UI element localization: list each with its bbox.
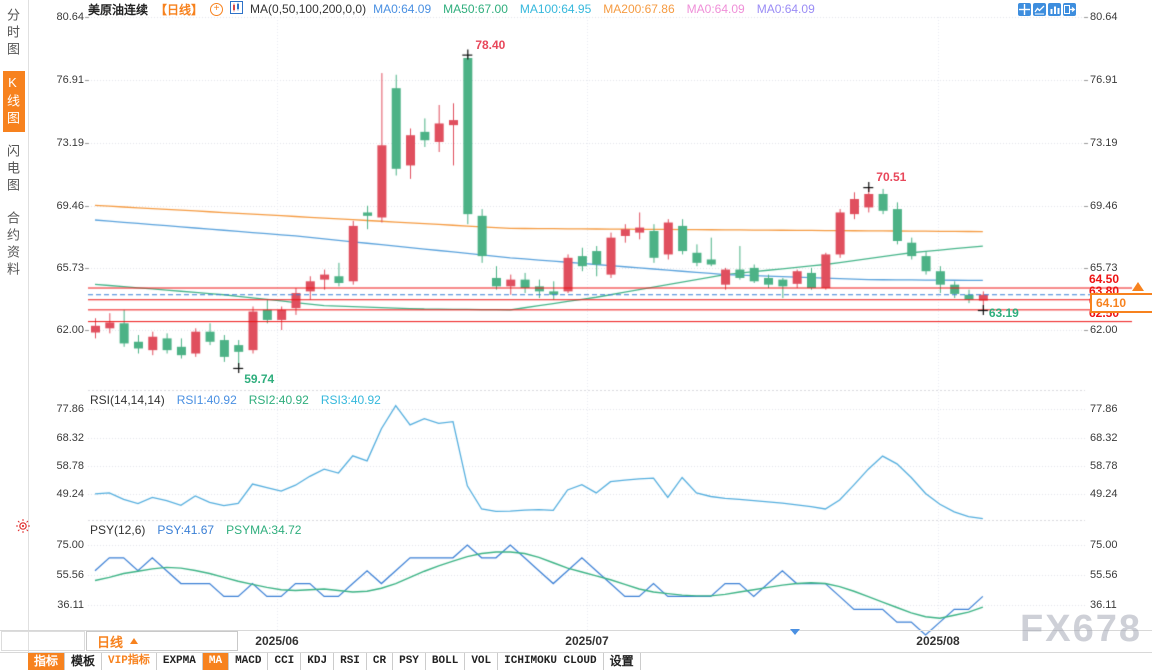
tab-BOLL[interactable]: BOLL [425,653,466,670]
divider [0,652,1152,653]
overlay-chart-icon[interactable] [1033,3,1046,16]
ma-legend-item: MA100:64.95 [519,2,592,16]
rsi-tick: 58.78 [56,460,84,472]
tab-模板[interactable]: 模板 [65,653,103,670]
sidebar-item-2[interactable]: K线图 [3,71,25,132]
rsi-header: RSI(14,14,14) RSI1:40.92 RSI2:40.92 RSI3:4… [90,393,381,407]
sidebar-item-1[interactable]: 分时图 [5,8,20,59]
psy-tick: 36.11 [1090,599,1117,611]
price-tick: 73.19 [1090,137,1118,149]
tab-MACD[interactable]: MACD [229,653,269,670]
rsi-tick: 68.32 [56,432,84,444]
price-tick: 76.91 [56,74,84,86]
rsi-title: RSI(14,14,14) [90,393,165,407]
rsi-tick: 77.86 [56,403,84,415]
chart-toolbar [1018,3,1076,16]
month-label: 2025/06 [255,634,299,648]
tab-EXPMA[interactable]: EXPMA [156,653,203,670]
psy-value: PSYMA:34.72 [226,523,302,537]
add-indicator-icon[interactable]: + [210,2,224,16]
ma-formula: MA(0,50,100,200,0,0) [250,2,367,16]
price-tick: 65.73 [56,262,84,274]
tab-PSY[interactable]: PSY [393,653,426,670]
psy-tick: 55.56 [1090,569,1118,581]
chart-header: 美原油连续 【日线】 + MA(0,50,100,200,0,0) MA0:64… [88,1,815,17]
rsi-tick: 58.78 [1090,460,1118,472]
tab-RSI[interactable]: RSI [334,653,367,670]
tab-MA[interactable]: MA [202,653,230,670]
tab-ICHIMOKU CLOUD[interactable]: ICHIMOKU CLOUD [498,653,604,670]
indicator-tabbar: 指标 模板 VIP指标 EXPMA MA MACD CCI KDJ RSI CR PSY BOLL VO… [28,653,641,670]
rsi-tick: 49.24 [56,488,84,500]
sidebar: 分时图 K线图闪电图合约资料 [0,0,29,670]
price-annotation: 78.40 [475,37,506,52]
price-tick: 80.64 [1090,11,1118,23]
ma-legend-item: MA50:67.00 [443,2,508,16]
timeframe-label: 【日线】 [155,2,204,17]
sun-icon[interactable] [15,518,31,534]
tab-VIP指标[interactable]: VIP指标 [102,653,157,670]
price-tick: 80.64 [56,11,84,23]
crosshair-icon[interactable] [1018,3,1031,16]
price-tick: 62.00 [56,324,84,336]
month-label: 2025/07 [565,634,609,648]
watermark: FX678 [1020,608,1142,650]
psy-tick: 75.00 [1090,539,1118,551]
price-tick: 73.19 [56,137,84,149]
tab-KDJ[interactable]: KDJ [301,653,335,670]
rsi-tick: 77.86 [1090,403,1118,415]
ma-legend-item: MA0:64.09 [756,2,815,16]
timeframe-selector[interactable]: 日线 [86,631,238,651]
price-tick: 69.46 [1090,200,1118,212]
rsi-value: RSI1:40.92 [176,393,237,407]
month-label: 2025/08 [916,634,960,648]
popout-icon[interactable] [1063,3,1076,16]
price-tick: 62.00 [1090,324,1118,336]
psy-tick: 75.00 [56,539,84,551]
rsi-value: RSI2:40.92 [248,393,309,407]
symbol-title: 美原油连续 [88,2,149,17]
psy-tick: 55.56 [56,569,84,581]
psy-tick: 36.11 [57,599,84,611]
divider [0,630,1152,631]
collapse-panel-icon[interactable] [790,629,800,635]
tab-VOL[interactable]: VOL [465,653,499,670]
psy-title: PSY(12,6) [90,523,146,537]
price-tick: 65.73 [1090,262,1118,274]
corner-box [1,631,85,651]
psy-value: PSY:41.67 [157,523,215,537]
ma-legend-item: MA0:64.09 [373,2,432,16]
price-tick: 69.46 [56,200,84,212]
ma-legend: MA0:64.09 MA50:67.00 MA100:64.95 MA200:67.8… [373,2,815,16]
price-annotation: 63.19 [988,306,1019,321]
tab-CCI[interactable]: CCI [268,653,302,670]
price-annotation: 59.74 [244,371,275,386]
rsi-tick: 49.24 [1090,488,1118,500]
psy-header: PSY(12,6) PSY:41.67 PSYMA:34.72 [90,523,301,537]
timeframe-value: 日线 [97,634,124,650]
price-level-label: 64.50 [1089,272,1120,287]
current-price-label: 64.10 [1090,293,1152,313]
sidebar-item-3[interactable]: 闪电图 [5,144,20,195]
rsi-value: RSI3:40.92 [320,393,381,407]
tab-设置[interactable]: 设置 [603,653,641,670]
compare-chart-icon[interactable] [1048,3,1061,16]
rsi-tick: 68.32 [1090,432,1118,444]
triangle-up-icon [130,638,139,644]
sidebar-item-4[interactable]: 合约资料 [5,211,20,279]
tab-指标[interactable]: 指标 [28,653,66,670]
ma-legend-item: MA0:64.09 [686,2,745,16]
price-annotation: 70.51 [876,170,907,185]
ma-legend-item: MA200:67.86 [603,2,675,16]
candlestick-chart-icon[interactable] [230,1,244,17]
price-tick: 76.91 [1090,74,1118,86]
tab-CR[interactable]: CR [366,653,394,670]
price-arrow-icon [1132,282,1144,291]
